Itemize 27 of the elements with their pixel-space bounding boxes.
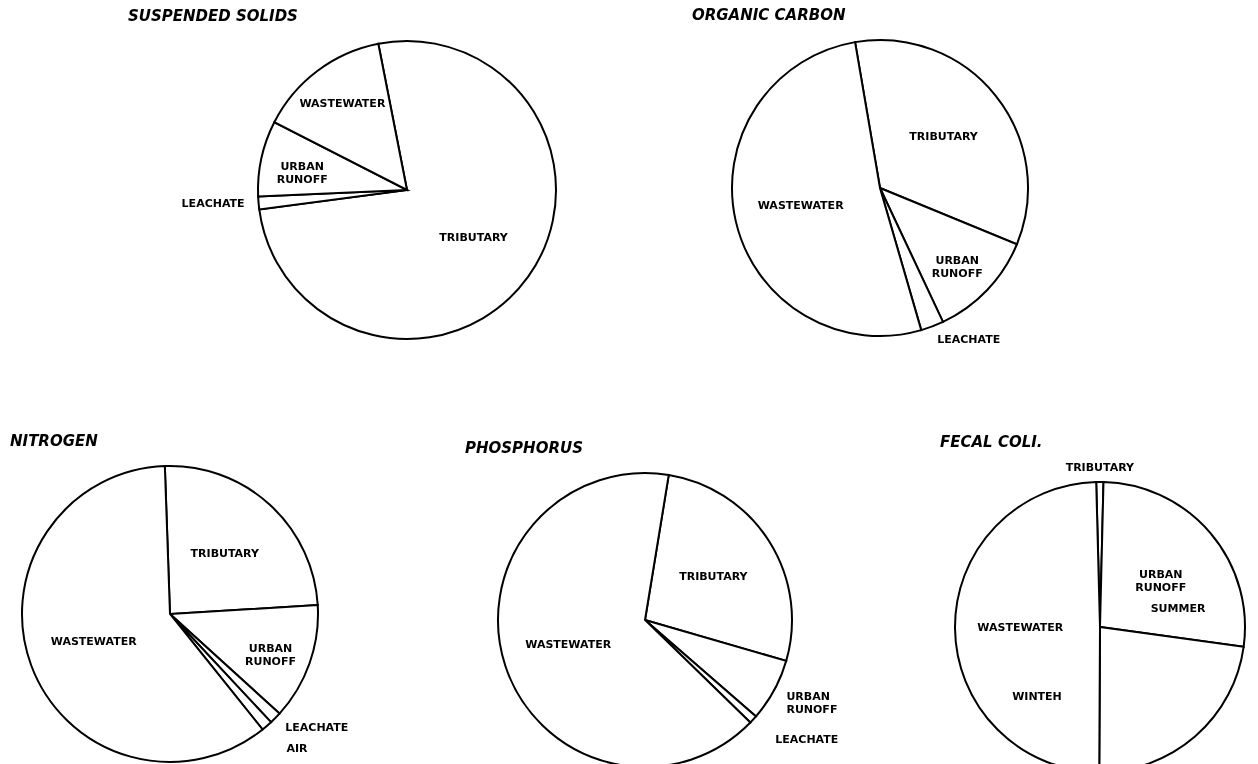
chart-title: FECAL COLI. [940,433,1043,451]
slice-label: TRIBUTARY [909,130,979,144]
slice-label: WASTEWATER [525,638,612,652]
slice-label: TRIBUTARY [679,569,749,583]
chart-title: ORGANIC CARBON [692,6,846,24]
slice-label: TRIBUTARY [439,230,509,244]
slice-label: TRIBUTARY [190,546,260,560]
slice-label: LEACHATE [937,332,1001,346]
slice-label: TRIBUTARY [1065,461,1136,474]
chart-title: PHOSPHORUS [465,439,583,457]
slice-label: URBAN RUNOFF [276,160,328,187]
slice-label: WASTEWATER [757,199,845,213]
slice-label: WASTEWATER [50,635,138,649]
slice-label: LEACHATE [775,732,839,746]
slice-label: URBAN RUNOFF [786,689,838,716]
chart-title: NITROGEN [10,432,99,450]
slice-label: LEACHATE [285,720,349,734]
slice-label: WASTEWATER [977,620,1064,634]
slice-label: AIR [286,741,309,755]
slice-label: WASTEWATER [299,97,386,111]
slice-label: URBAN RUNOFF [245,642,296,669]
text: WINTEH [1012,690,1062,703]
slice-label: URBAN RUNOFF [931,254,983,281]
slice-label: URBAN RUNOFF [1135,568,1187,595]
chart-title: SUSPENDED SOLIDS [128,7,298,25]
text: SUMMER [1150,602,1206,615]
slice-label: LEACHATE [181,197,245,211]
